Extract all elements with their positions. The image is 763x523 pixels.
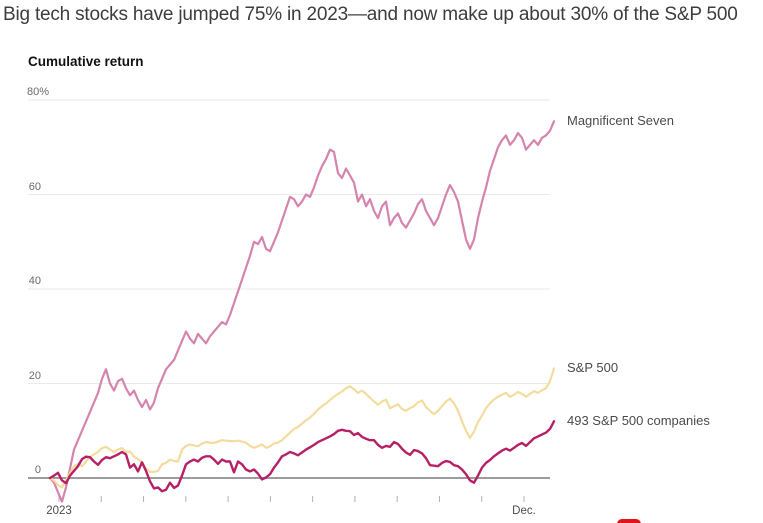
series-label-magnificent-seven: Magnificent Seven [567, 113, 674, 129]
clipped-red-logo[interactable] [617, 519, 641, 523]
chart-axis-title: Cumulative return [28, 54, 144, 69]
x-axis-label: 2023 [46, 505, 72, 517]
y-tick-label: 0 [34, 464, 41, 476]
series-label-493-s-p-500-companies: 493 S&P 500 companies [567, 413, 710, 429]
y-tick-label: 80% [26, 86, 49, 98]
series-label-s-p-500: S&P 500 [567, 360, 619, 376]
series-line-493-s-p-500-companies [48, 420, 556, 493]
x-axis-label: Dec. [512, 505, 536, 517]
headline: Big tech stocks have jumped 75% in 2023—… [3, 4, 738, 25]
y-tick-label: 60 [28, 180, 41, 193]
y-tick-label: 20 [28, 369, 41, 382]
series-line-s-p-500 [48, 367, 556, 489]
y-tick-label: 40 [28, 275, 41, 287]
series-line-magnificent-seven [48, 120, 556, 503]
